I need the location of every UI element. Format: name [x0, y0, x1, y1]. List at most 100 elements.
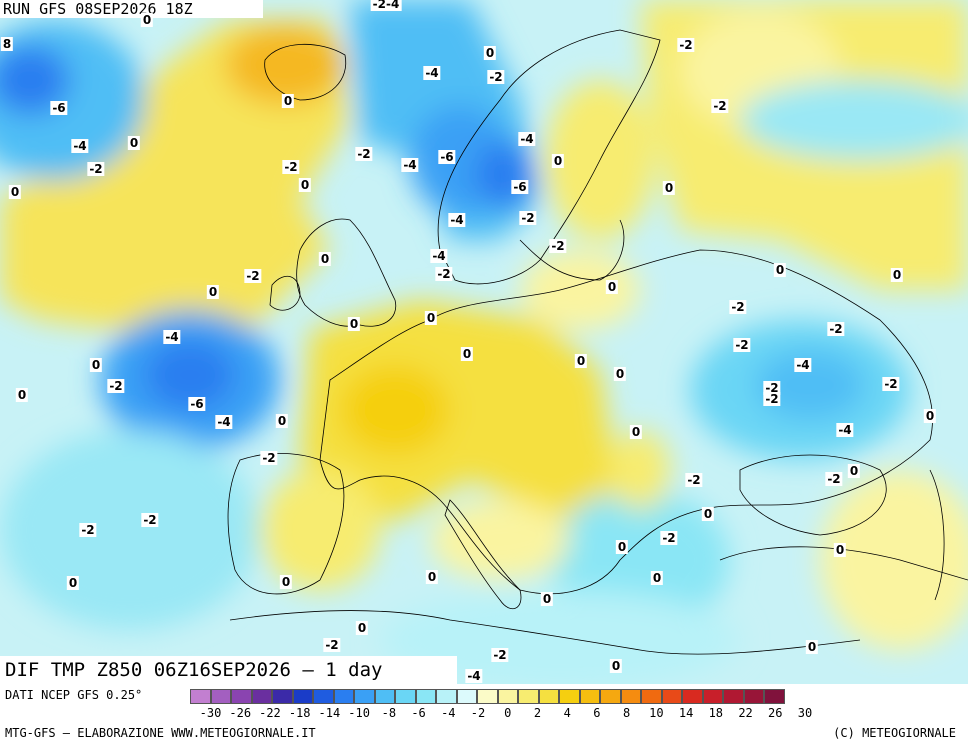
legend-swatch: [497, 689, 518, 704]
contour-label: 0: [805, 640, 819, 654]
legend-swatch: [682, 689, 703, 704]
contour-label: 0: [279, 575, 293, 589]
contour-label: -4: [423, 66, 441, 80]
credit-right: (C) METEOGIORNALE: [833, 726, 956, 740]
contour-label: 0: [483, 46, 497, 60]
contour-label: -2: [733, 338, 751, 352]
contour-label: -2: [79, 523, 97, 537]
legend-swatch: [702, 689, 723, 704]
legend-tick-label: -8: [381, 706, 397, 720]
contour-label: 0: [15, 388, 29, 402]
contour-label: -2: [323, 638, 341, 652]
contour-label: 0: [613, 367, 627, 381]
legend-tick-label: 0: [504, 706, 512, 720]
legend-tick-label: 26: [768, 706, 783, 720]
field-title: DIF TMP Z850 06Z16SEP2026 — 1 day: [0, 656, 457, 684]
legend-swatch: [456, 689, 477, 704]
legend-swatch: [723, 689, 744, 704]
contour-label: -2: [107, 379, 125, 393]
legend-tick-label: -4: [441, 706, 456, 720]
contour-label: -4: [465, 669, 483, 683]
legend-tick-label: 14: [678, 706, 694, 720]
legend-swatch: [210, 689, 231, 704]
contour-label: 0: [615, 540, 629, 554]
legend-tick-label: -10: [348, 706, 370, 720]
legend-tick-label: -30: [199, 706, 222, 720]
contour-label: -6: [438, 150, 456, 164]
legend-swatch: [395, 689, 416, 704]
contour-label: 0: [551, 154, 565, 168]
legend-tick-label: 18: [708, 706, 724, 720]
contour-label: 0: [66, 576, 80, 590]
map-field: [0, 0, 968, 684]
legend-swatch: [436, 689, 457, 704]
contour-label: 0: [424, 311, 438, 325]
contour-label: -6: [50, 101, 68, 115]
contour-label: -2: [677, 38, 695, 52]
legend-swatch: [333, 689, 354, 704]
contour-label: -2: [260, 451, 278, 465]
contour-label: -2: [763, 392, 781, 406]
contour-label: -2: [825, 472, 843, 486]
contour-label: 0: [275, 414, 289, 428]
contour-label: 0: [890, 268, 904, 282]
credit-left: MTG-GFS — ELABORAZIONE WWW.METEOGIORNALE…: [5, 726, 316, 740]
legend-tick-label: 8: [623, 706, 631, 720]
contour-label: -2: [729, 300, 747, 314]
contour-label: -6: [511, 180, 529, 194]
contour-label: -4: [794, 358, 812, 372]
contour-label: 0: [847, 464, 861, 478]
contour-label: -2: [282, 160, 300, 174]
legend-swatch: [620, 689, 641, 704]
temperature-anomaly-map: [0, 0, 968, 684]
contour-label: 0: [318, 252, 332, 266]
contour-label: 0: [298, 178, 312, 192]
legend-swatch: [231, 689, 252, 704]
contour-label: -2: [355, 147, 373, 161]
contour-label: -4: [518, 132, 536, 146]
contour-label: -2: [141, 513, 159, 527]
legend-tick-label: -18: [288, 706, 311, 720]
contour-label: -2: [491, 648, 509, 662]
contour-label: -2: [685, 473, 703, 487]
contour-label: 0: [206, 285, 220, 299]
legend-swatch: [743, 689, 764, 704]
coastlines: [227, 29, 968, 655]
run-title: RUN GFS 08SEP2026 18Z: [0, 0, 263, 18]
contour-label: -2: [87, 162, 105, 176]
legend-swatch: [354, 689, 375, 704]
contour-label: 0: [8, 185, 22, 199]
legend-swatch: [764, 689, 785, 704]
legend-swatch: [272, 689, 293, 704]
contour-label: 0: [701, 507, 715, 521]
contour-label: -4: [448, 213, 466, 227]
legend-swatch: [600, 689, 621, 704]
contour-label: 0: [662, 181, 676, 195]
contour-label: -2: [549, 239, 567, 253]
legend-tick-label: -14: [318, 706, 341, 720]
legend-swatch: [415, 689, 436, 704]
contour-label: 0: [425, 570, 439, 584]
legend-tick-label: -26: [229, 706, 252, 720]
color-legend: DATI NCEP GFS 0.25° -30 -26 -22 -18 -14 -10 -8…: [0, 684, 968, 745]
contour-label: -2: [487, 70, 505, 84]
contour-label: 0: [89, 358, 103, 372]
contour-label: 0: [355, 621, 369, 635]
legend-swatches: [190, 689, 785, 704]
legend-swatch: [292, 689, 313, 704]
contour-label: -2: [763, 381, 781, 395]
legend-swatch: [641, 689, 662, 704]
legend-tick-label: -6: [411, 706, 426, 720]
contour-label: -4: [401, 158, 419, 172]
contour-label: 0: [127, 136, 141, 150]
contour-label: -4: [215, 415, 233, 429]
data-source-label: DATI NCEP GFS 0.25°: [5, 688, 143, 702]
legend-swatch: [477, 689, 498, 704]
contour-label: -6: [188, 397, 206, 411]
contour-label: -2: [244, 269, 262, 283]
contour-label: 0: [605, 280, 619, 294]
contour-label: 0: [540, 592, 554, 606]
contour-label: 0: [574, 354, 588, 368]
contour-label: 0: [833, 543, 847, 557]
legend-tick-label: -2: [470, 706, 486, 720]
